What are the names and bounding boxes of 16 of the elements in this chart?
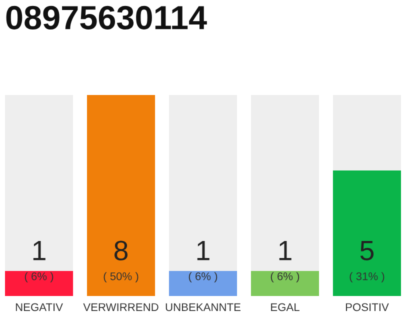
annotation: ( 6% )	[270, 272, 300, 282]
x-tick-label: UNBEKANNTE	[166, 303, 240, 312]
x-tick-label: VERWIRREND	[83, 303, 158, 311]
data-label: 1	[33, 241, 46, 260]
data-label: 1	[279, 241, 292, 260]
annotation: ( 50% )	[104, 272, 138, 282]
data-label: 5	[360, 241, 374, 260]
annotation: ( 31% )	[350, 272, 384, 282]
data-label: 8	[114, 240, 128, 260]
chart-title: 08975630114	[6, 6, 207, 30]
annotation: ( 6% )	[24, 272, 54, 282]
x-tick-label: EGAL	[271, 303, 300, 312]
x-tick-label: POSITIV	[346, 303, 389, 312]
annotation: ( 6% )	[188, 272, 218, 282]
x-tick-label: NEGATIV	[16, 303, 63, 312]
data-label: 1	[197, 241, 210, 260]
